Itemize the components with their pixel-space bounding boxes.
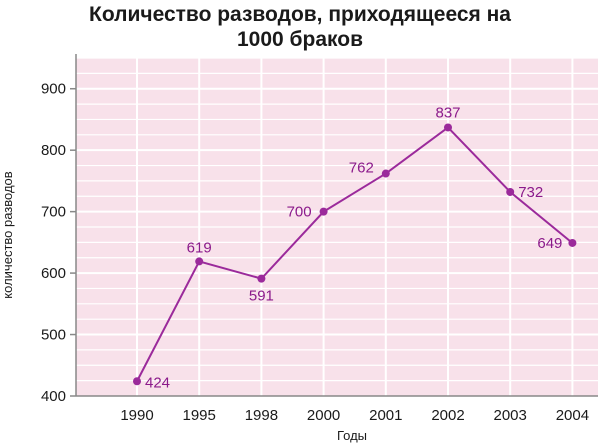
data-point — [444, 123, 452, 132]
x-tick-label: 2002 — [431, 407, 464, 424]
y-tick-label: 900 — [41, 81, 66, 98]
x-tick-label: 2001 — [369, 407, 402, 424]
data-point — [195, 257, 204, 266]
y-tick-label: 800 — [41, 142, 66, 159]
y-axis-label: количество разводов — [0, 171, 15, 298]
grid-lines — [76, 57, 598, 396]
x-tick-label: 1998 — [245, 407, 278, 424]
data-labels: 424 619 591 700 762 837 732 649 — [145, 104, 562, 391]
data-point — [506, 187, 515, 196]
data-label: 424 — [145, 374, 170, 391]
data-point — [133, 377, 141, 386]
data-points — [133, 123, 577, 386]
chart-title-line-2: 1000 браков — [237, 28, 363, 51]
x-tick-label: 2003 — [494, 407, 527, 424]
data-label: 732 — [518, 184, 543, 201]
chart-title: Количество разводов, приходящееся на 100… — [0, 2, 600, 52]
x-tick-labels: 1990 1995 1998 2000 2001 2002 2003 2004 — [120, 407, 589, 424]
data-label: 649 — [537, 235, 562, 252]
data-point — [381, 169, 390, 178]
data-label: 700 — [287, 204, 312, 221]
y-tick-label: 500 — [41, 327, 66, 344]
axes — [75, 54, 598, 397]
x-tick-label: 1995 — [183, 407, 216, 424]
data-point — [257, 274, 266, 283]
data-label: 619 — [187, 239, 212, 256]
x-tick-label: 2004 — [556, 407, 589, 424]
data-label: 591 — [249, 288, 274, 305]
x-tick-label: 2000 — [307, 407, 340, 424]
y-tick-label: 400 — [41, 388, 66, 405]
series-line — [136, 126, 574, 382]
data-label: 762 — [349, 160, 374, 177]
y-tick-label: 700 — [41, 204, 66, 221]
y-tick-label: 600 — [41, 265, 66, 282]
data-point — [568, 238, 577, 247]
chart-title-line-1: Количество разводов, приходящееся на — [89, 3, 511, 26]
x-tick-label: 1990 — [120, 407, 153, 424]
data-point — [319, 207, 328, 216]
data-label: 837 — [435, 104, 460, 121]
x-axis-label: Годы — [337, 428, 367, 443]
y-tick-labels: 400 500 600 700 800 900 — [41, 81, 76, 405]
